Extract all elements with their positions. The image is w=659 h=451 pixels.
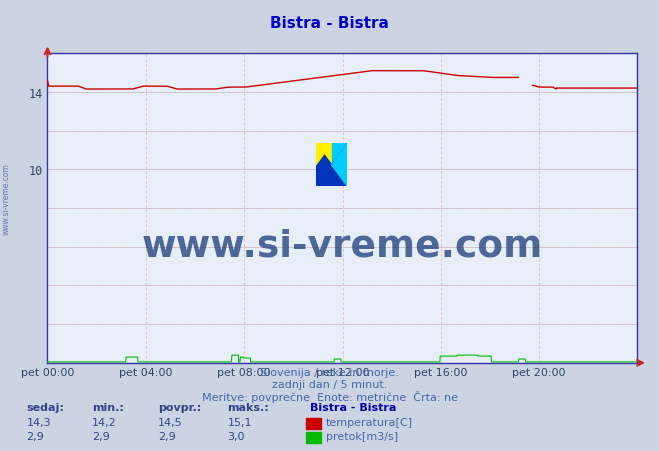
Bar (331, 144, 347, 166)
Text: 3,0: 3,0 (227, 431, 245, 441)
Text: povpr.:: povpr.: (158, 402, 202, 412)
Text: maks.:: maks.: (227, 402, 269, 412)
Text: pretok[m3/s]: pretok[m3/s] (326, 431, 398, 441)
Text: 14,2: 14,2 (92, 417, 117, 427)
Polygon shape (316, 144, 331, 166)
Text: Bistra - Bistra: Bistra - Bistra (310, 402, 396, 412)
Text: 15,1: 15,1 (227, 417, 252, 427)
Polygon shape (331, 166, 347, 187)
Bar (316, 144, 331, 166)
Text: sedaj:: sedaj: (26, 402, 64, 412)
Text: 2,9: 2,9 (158, 431, 176, 441)
Text: temperatura[C]: temperatura[C] (326, 417, 413, 427)
Text: www.si-vreme.com: www.si-vreme.com (142, 228, 543, 264)
Text: Meritve: povprečne  Enote: metrične  Črta: ne: Meritve: povprečne Enote: metrične Črta:… (202, 390, 457, 402)
Text: Slovenija / reke in morje.: Slovenija / reke in morje. (260, 368, 399, 377)
Bar (331, 166, 347, 187)
Text: Bistra - Bistra: Bistra - Bistra (270, 16, 389, 31)
Text: zadnji dan / 5 minut.: zadnji dan / 5 minut. (272, 379, 387, 389)
Text: 14,5: 14,5 (158, 417, 183, 427)
Text: 14,3: 14,3 (26, 417, 51, 427)
Polygon shape (331, 144, 347, 166)
Text: www.si-vreme.com: www.si-vreme.com (2, 162, 11, 235)
Text: 2,9: 2,9 (26, 431, 44, 441)
Text: 2,9: 2,9 (92, 431, 110, 441)
Text: min.:: min.: (92, 402, 124, 412)
Polygon shape (316, 144, 347, 187)
